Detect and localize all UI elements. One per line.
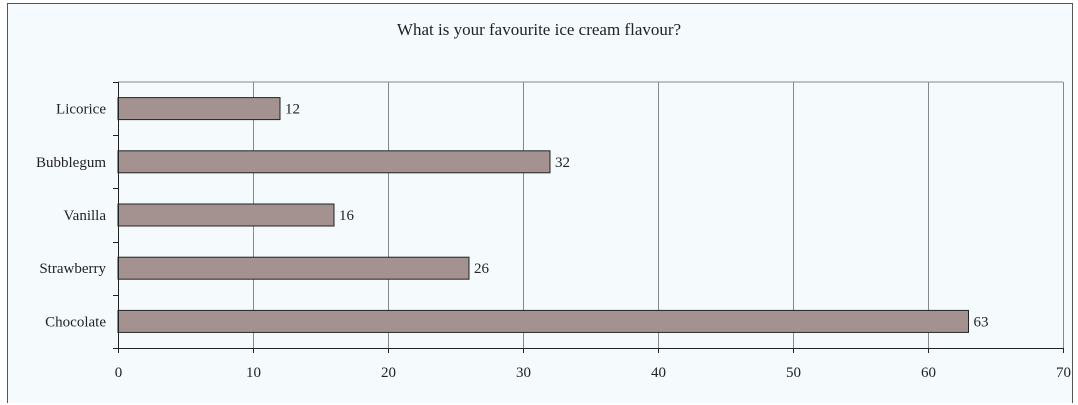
x-tick-label: 40 bbox=[651, 365, 666, 381]
x-tick-label: 10 bbox=[246, 365, 261, 381]
bar-bubblegum bbox=[117, 150, 551, 174]
x-tick-label: 0 bbox=[115, 365, 123, 381]
x-tick-label: 30 bbox=[516, 365, 531, 381]
x-tick-label: 70 bbox=[1056, 365, 1071, 381]
bar-licorice bbox=[117, 97, 281, 121]
data-label-chocolate: 63 bbox=[974, 314, 989, 330]
x-tick-label: 20 bbox=[381, 365, 396, 381]
chart-title: What is your favourite ice cream flavour… bbox=[396, 20, 682, 39]
y-tick-label: Licorice bbox=[56, 102, 106, 118]
data-label-bubblegum: 32 bbox=[555, 155, 570, 171]
bar-strawberry bbox=[117, 256, 470, 280]
x-tick-label: 50 bbox=[786, 365, 801, 381]
x-tick-label: 60 bbox=[921, 365, 936, 381]
y-tick-label: Strawberry bbox=[39, 261, 106, 277]
bar-vanilla bbox=[117, 203, 335, 227]
y-tick-label: Vanilla bbox=[64, 208, 107, 224]
y-tick-label: Bubblegum bbox=[36, 155, 106, 171]
data-label-licorice: 12 bbox=[285, 102, 300, 118]
axes bbox=[113, 82, 1064, 353]
data-label-vanilla: 16 bbox=[339, 208, 355, 224]
bars bbox=[117, 97, 969, 333]
y-tick-label: Chocolate bbox=[45, 314, 106, 330]
labels: 12 Licorice 32 Bubblegum 16 Vanilla 26 Strawber… bbox=[36, 102, 1071, 381]
grid-lines bbox=[118, 81, 1064, 348]
chart-frame bbox=[7, 3, 1073, 403]
data-label-strawberry: 26 bbox=[474, 261, 490, 277]
bar-chocolate bbox=[117, 309, 969, 333]
